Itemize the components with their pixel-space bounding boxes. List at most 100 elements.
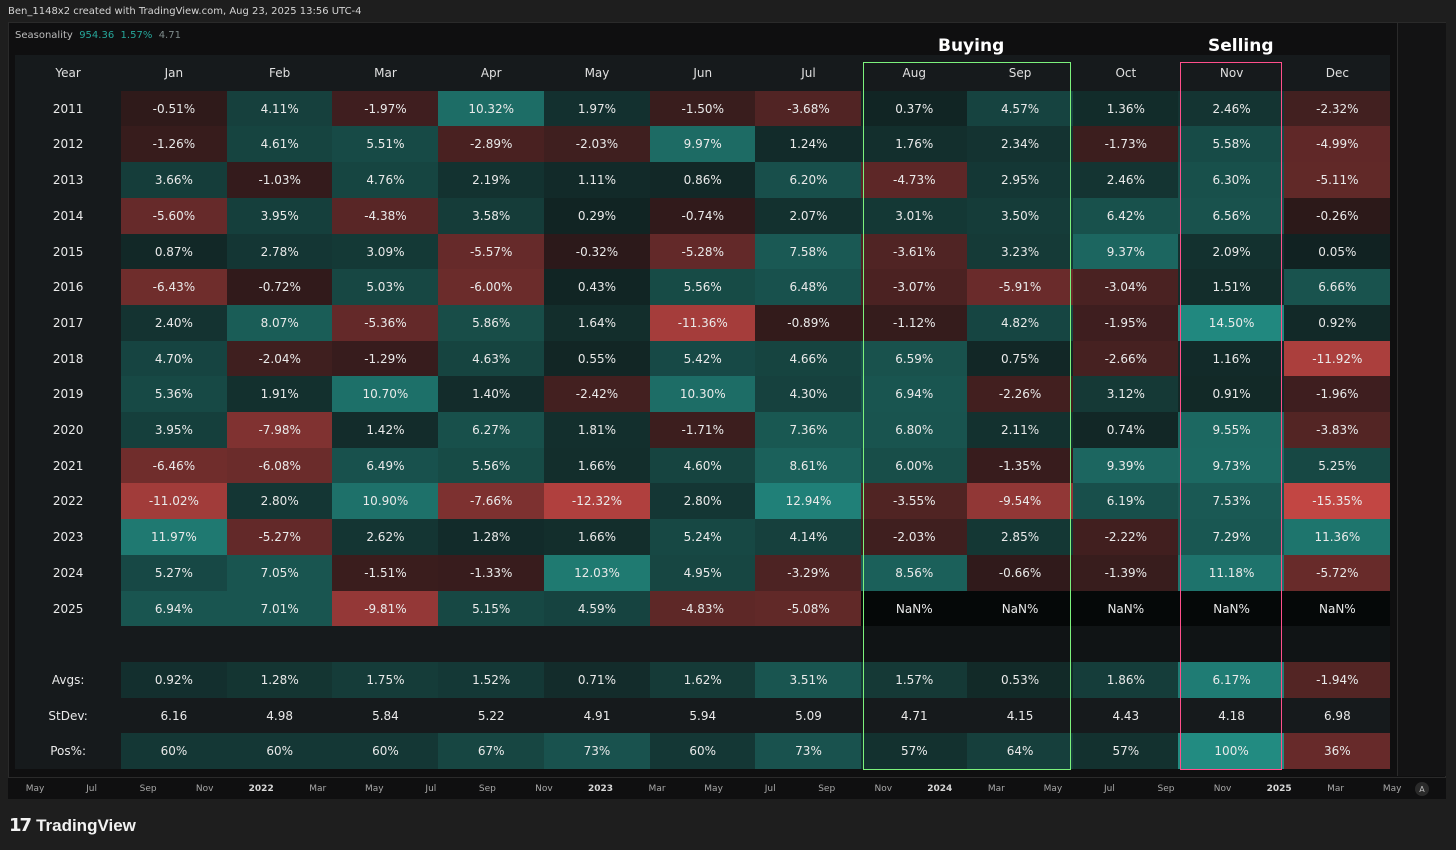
table-cell: 6.19% <box>1072 483 1179 520</box>
summary-cell: 64% <box>966 733 1074 770</box>
series-change: 1.57% <box>120 30 153 41</box>
table-cell: 0.91% <box>1178 376 1285 413</box>
summary-cell: 100% <box>1178 733 1285 770</box>
table-cell: -1.39% <box>1072 554 1179 591</box>
series-name: Seasonality <box>15 30 73 41</box>
time-axis-tick: Mar <box>987 784 1005 794</box>
time-axis-tick: Nov <box>874 784 893 794</box>
table-cell: -7.98% <box>226 412 333 449</box>
year-label: 2018 <box>15 340 122 377</box>
table-cell: 0.92% <box>1284 304 1391 342</box>
table-cell: 4.57% <box>966 90 1074 127</box>
time-axis[interactable]: May Jul Sep Nov 2022 Mar May Jul Sep Nov 2023 Mar Ma… <box>8 777 1446 799</box>
summary-cell: 4.15 <box>966 697 1074 734</box>
year-label: 2022 <box>15 483 122 520</box>
time-axis-tick: Mar <box>309 784 327 794</box>
table-cell: -3.55% <box>861 483 968 520</box>
table-cell: 6.48% <box>755 269 862 306</box>
table-cell: 5.25% <box>1284 447 1391 484</box>
table-cell: 10.30% <box>649 376 756 413</box>
table-cell: 1.42% <box>332 412 439 449</box>
table-cell: 4.11% <box>226 90 333 127</box>
table-cell: 2.46% <box>1072 162 1179 199</box>
table-cell: 4.30% <box>755 376 862 413</box>
year-label: 2012 <box>15 126 122 163</box>
spacer-cell <box>438 626 545 663</box>
table-cell: 4.82% <box>966 304 1074 342</box>
summary-cell: 4.71 <box>861 697 968 734</box>
table-cell: 11.18% <box>1178 554 1285 591</box>
summary-cell: 3.51% <box>755 661 862 699</box>
table-cell: -5.11% <box>1284 162 1391 199</box>
table-cell: 7.01% <box>226 590 333 627</box>
table-cell: 0.86% <box>649 162 756 199</box>
auto-scale-button[interactable]: A <box>1415 782 1429 796</box>
spacer-cell <box>226 626 333 663</box>
summary-cell: 4.91 <box>543 697 651 734</box>
spacer-cell <box>1178 626 1285 663</box>
summary-cell: 1.75% <box>332 661 439 699</box>
year-label: 2019 <box>15 376 122 413</box>
table-cell: -3.07% <box>861 269 968 306</box>
table-cell: -1.51% <box>332 554 439 591</box>
spacer-cell <box>332 626 439 663</box>
table-cell: 0.05% <box>1284 233 1391 270</box>
table-cell: 5.86% <box>438 304 545 342</box>
table-cell: 0.43% <box>543 269 651 306</box>
summary-cell: 5.94 <box>649 697 756 734</box>
table-cell: -2.03% <box>543 126 651 163</box>
table-cell: -1.35% <box>966 447 1074 484</box>
table-cell: -2.22% <box>1072 519 1179 556</box>
table-cell: -1.96% <box>1284 376 1391 413</box>
table-cell: 8.61% <box>755 447 862 484</box>
table-cell: 3.12% <box>1072 376 1179 413</box>
time-axis-tick: Sep <box>1157 784 1175 794</box>
table-cell: -2.89% <box>438 126 545 163</box>
summary-label: Avgs: <box>15 661 122 699</box>
table-cell: 3.95% <box>226 197 333 234</box>
table-cell: -12.32% <box>543 483 651 520</box>
table-cell: -5.36% <box>332 304 439 342</box>
table-cell: 1.24% <box>755 126 862 163</box>
table-cell: 1.64% <box>543 304 651 342</box>
table-cell: -11.36% <box>649 304 756 342</box>
table-cell: NaN% <box>1178 590 1285 627</box>
year-label: 2013 <box>15 162 122 199</box>
tradingview-logo[interactable]: 17 TradingView <box>9 815 136 836</box>
time-axis-tick: May <box>364 784 384 794</box>
summary-cell: 73% <box>543 733 651 770</box>
table-cell: 2.09% <box>1178 233 1285 270</box>
table-cell: 2.78% <box>226 233 333 270</box>
month-header-may: May <box>543 55 651 92</box>
table-cell: 0.29% <box>543 197 651 234</box>
summary-cell: 60% <box>120 733 228 770</box>
year-label: 2016 <box>15 269 122 306</box>
series-legend[interactable]: Seasonality 954.36 1.57% 4.71 <box>15 30 181 41</box>
table-cell: -1.50% <box>649 90 756 127</box>
table-cell: 9.97% <box>649 126 756 163</box>
table-cell: -0.32% <box>543 233 651 270</box>
table-cell: -2.42% <box>543 376 651 413</box>
time-axis-tick: Nov <box>1213 784 1232 794</box>
table-cell: 5.42% <box>649 340 756 377</box>
time-axis-tick: 2023 <box>587 784 614 794</box>
time-axis-tick: Sep <box>139 784 157 794</box>
table-cell: 1.91% <box>226 376 333 413</box>
price-scale[interactable] <box>1397 23 1446 776</box>
table-cell: -1.97% <box>332 90 439 127</box>
spacer-cell <box>649 626 756 663</box>
table-cell: 0.74% <box>1072 412 1179 449</box>
table-cell: -1.73% <box>1072 126 1179 163</box>
table-cell: -2.32% <box>1284 90 1391 127</box>
table-cell: -11.02% <box>120 483 228 520</box>
summary-cell: 0.92% <box>120 661 228 699</box>
table-cell: 9.55% <box>1178 412 1285 449</box>
table-cell: 2.19% <box>438 162 545 199</box>
summary-cell: 73% <box>755 733 862 770</box>
month-header-apr: Apr <box>438 55 545 92</box>
seasonality-table: Year Jan Feb Mar Apr May Jun Jul Aug Sep Oct Nov Dec… <box>15 55 1391 770</box>
table-cell: 1.66% <box>543 519 651 556</box>
summary-cell: -1.94% <box>1284 661 1391 699</box>
table-cell: -3.83% <box>1284 412 1391 449</box>
time-axis-tick: Jul <box>86 784 97 794</box>
